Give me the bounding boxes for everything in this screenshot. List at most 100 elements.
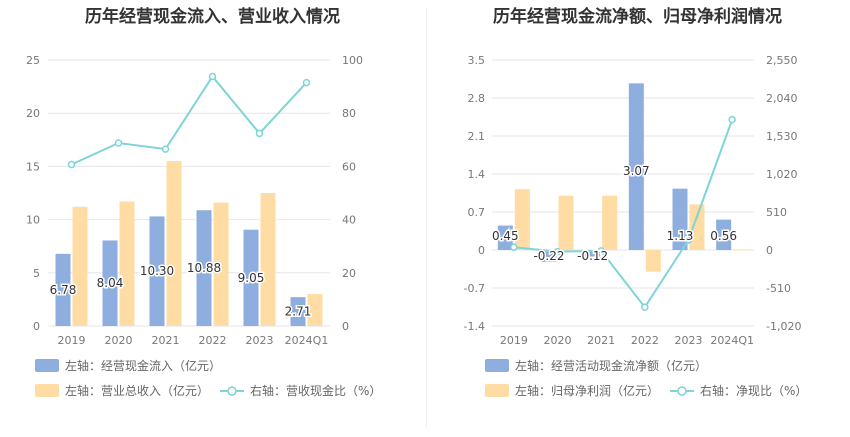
series-1-bar — [196, 210, 212, 326]
x-axis-category-label: 2023 — [246, 334, 274, 347]
right-axis-tick-label: 0 — [342, 320, 349, 333]
left-axis-tick-label: 25 — [26, 54, 40, 67]
x-axis-category-label: 2019 — [58, 334, 86, 347]
series-2-bar — [260, 193, 276, 326]
legend-label-series-1: 左轴：经营活动现金流净额（亿元） — [515, 358, 707, 373]
series-1-data-label: 10.88 — [187, 261, 221, 275]
series-1-bar — [716, 219, 732, 250]
series-1-data-label: 3.07 — [623, 164, 650, 178]
series-1-data-label: 0.56 — [710, 229, 737, 243]
series-3-point — [302, 78, 311, 87]
series-1-bar — [585, 250, 601, 257]
panel-divider — [426, 8, 427, 428]
x-axis-category-label: 2021 — [587, 334, 615, 347]
x-axis-category-label: 2020 — [544, 334, 572, 347]
left-chart-title: 历年经营现金流入、营业收入情况 — [85, 7, 340, 27]
series-1-bar — [102, 240, 118, 326]
right-axis-tick-label: 40 — [342, 214, 356, 227]
series-2-bar — [166, 161, 182, 326]
series-2-bar — [213, 202, 229, 326]
series-3-line — [71, 74, 308, 166]
series-3-point — [553, 247, 562, 256]
series-1-bar — [55, 253, 71, 326]
right-axis-tick-label: 2,040 — [766, 92, 798, 105]
series-1-bar — [628, 83, 644, 250]
legend-label-series-3: 右轴：净现比（%） — [700, 383, 807, 398]
series-1-bar — [672, 188, 688, 250]
x-axis-category-label: 2024Q1 — [285, 334, 329, 347]
series-1-data-label: 2.71 — [285, 305, 312, 319]
left-axis-tick-label: 1.4 — [468, 168, 486, 181]
left-axis-tick-label: 2.1 — [468, 130, 486, 143]
right-chart-title: 历年经营现金流净额、归母净利润情况 — [493, 7, 782, 27]
left-axis-tick-label: -1.4 — [464, 320, 485, 333]
left-chart-svg: 0 0 5 20 10 40 15 60 20 80 25 100 2019 2020 2021 2022 20… — [26, 54, 381, 398]
series-2-bar — [514, 189, 530, 250]
series-3-point — [728, 115, 736, 124]
series-1-bar — [149, 216, 165, 326]
right-axis-tick-label: 0 — [766, 244, 773, 257]
right-axis-tick-label: 510 — [766, 206, 787, 219]
series-1-bar — [497, 225, 513, 250]
x-axis-category-label: 2019 — [500, 334, 528, 347]
left-axis-tick-label: 5 — [33, 267, 40, 280]
right-axis-tick-label: 60 — [342, 160, 356, 173]
series-1-data-label: 1.13 — [667, 229, 694, 243]
left-axis-tick-label: -0.7 — [464, 282, 485, 295]
right-axis-tick-label: 1,020 — [766, 168, 798, 181]
series-2-bar — [645, 250, 661, 272]
right-axis-tick-label: 80 — [342, 107, 356, 120]
series-1-data-label: 8.04 — [97, 276, 124, 290]
legend-label-series-3: 右轴：营收现金比（%） — [250, 383, 381, 398]
series-2-bar — [733, 249, 749, 251]
series-1-data-label: 9.05 — [238, 271, 265, 285]
left-axis-tick-label: 20 — [26, 107, 40, 120]
x-axis-category-label: 2021 — [152, 334, 180, 347]
left-axis-tick-label: 0 — [478, 244, 485, 257]
series-1-bar — [290, 297, 306, 326]
legend-swatch-series-1 — [35, 359, 59, 372]
right-axis-tick-label: 2,550 — [766, 54, 798, 67]
left-axis-tick-label: 0 — [33, 320, 40, 333]
left-axis-tick-label: 0.7 — [468, 206, 486, 219]
series-2-bar — [72, 206, 88, 326]
x-axis-category-label: 2022 — [631, 334, 659, 347]
series-3-point — [114, 139, 123, 147]
left-axis-tick-label: 10 — [26, 214, 40, 227]
series-2-bar — [307, 294, 323, 326]
series-2-bar — [119, 201, 135, 326]
right-axis-tick-label: 100 — [342, 54, 363, 67]
left-axis-tick-label: 15 — [26, 160, 40, 173]
series-3-point — [597, 247, 605, 255]
series-3-point — [510, 243, 518, 251]
series-1-bar — [541, 250, 557, 262]
left-axis-tick-label: 3.5 — [468, 54, 486, 67]
series-3-line — [513, 119, 734, 309]
series-3-point — [255, 129, 264, 138]
legend-label-series-2: 左轴：营业总收入（亿元） — [65, 383, 209, 398]
series-3-point — [208, 72, 217, 81]
series-2-bar — [602, 195, 618, 250]
right-axis-tick-label: 20 — [342, 267, 356, 280]
series-3-point — [641, 303, 649, 311]
left-axis-tick-label: 2.8 — [468, 92, 486, 105]
x-axis-category-label: 2020 — [105, 334, 133, 347]
legend-label-series-1: 左轴：经营现金流入（亿元） — [65, 358, 221, 373]
series-1-bar — [243, 229, 259, 326]
series-1-data-label: -0.12 — [577, 249, 608, 263]
right-axis-tick-label: 1,530 — [766, 130, 798, 143]
left-chart-panel: 历年经营现金流入、营业收入情况 0 0 5 20 10 40 15 60 20 80 25 100 20… — [26, 7, 381, 398]
x-axis-category-label: 2023 — [675, 334, 703, 347]
legend-swatch-series-3-marker — [677, 386, 687, 396]
legend-swatch-series-2 — [485, 384, 509, 397]
right-axis-tick-label: -1,020 — [766, 320, 801, 333]
legend-swatch-series-3-marker — [227, 386, 237, 396]
series-1-data-label: 10.30 — [140, 264, 174, 278]
series-1-data-label: 0.45 — [492, 229, 519, 243]
x-axis-category-label: 2022 — [199, 334, 227, 347]
legend-swatch-series-2 — [35, 384, 59, 397]
series-3-point — [67, 160, 76, 169]
series-3-point — [684, 236, 693, 244]
right-chart-panel: 历年经营现金流净额、归母净利润情况 -1.4 -1,020 -0.7 -510 0 0 0.… — [425, 0, 850, 437]
legend-swatch-series-1 — [485, 359, 509, 372]
